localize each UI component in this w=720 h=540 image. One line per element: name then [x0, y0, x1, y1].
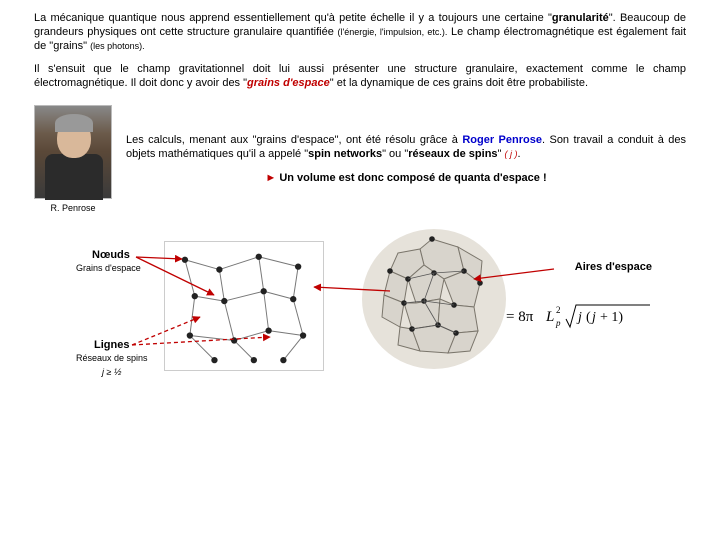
term-reseaux-spins: réseaux de spins — [408, 148, 497, 160]
penrose-portrait — [34, 105, 112, 199]
text: " ou " — [382, 148, 408, 160]
svg-text:j: j — [576, 310, 582, 325]
text: " — [498, 148, 505, 160]
svg-text:p: p — [555, 318, 561, 328]
text: La mécanique quantique nous apprend esse… — [34, 12, 552, 24]
text-small: (les photons). — [90, 41, 145, 51]
diagram-zone: Nœuds Grains d'espace Lignes Réseaux de … — [34, 221, 686, 431]
paragraph-grains: Il s'ensuit que le champ gravitationnel … — [34, 63, 686, 91]
j-condition: j ≥ ½ — [102, 367, 121, 377]
term-grains-espace: grains d'espace — [247, 77, 330, 89]
sublabel-lignes: Réseaux de spins — [76, 353, 148, 363]
text: Les calculs, menant aux "grains d'espace… — [126, 134, 462, 146]
label-noeuds: Nœuds — [92, 249, 130, 261]
penrose-paragraph: Les calculs, menant aux "grains d'espace… — [126, 134, 686, 162]
conclusion-line: ► Un volume est donc composé de quanta d… — [126, 172, 686, 184]
text-small: (l'énergie, l'impulsion, etc.). — [338, 27, 448, 37]
penrose-figure: R. Penrose — [34, 105, 112, 213]
penrose-caption: R. Penrose — [34, 203, 112, 213]
term-spin-networks: spin networks — [308, 148, 382, 160]
paragraph-granularity: La mécanique quantique nous apprend esse… — [34, 12, 686, 53]
penrose-text: Les calculs, menant aux "grains d'espace… — [126, 134, 686, 184]
svg-text:(: ( — [586, 310, 591, 325]
spin-network-diagram — [164, 241, 324, 371]
svg-text:2: 2 — [556, 305, 561, 315]
conclusion-text: Un volume est donc composé de quanta d'e… — [279, 172, 546, 184]
label-lignes: Lignes — [94, 339, 129, 351]
area-formula: A = 8π L 2 p j ( j + 1) — [492, 299, 652, 333]
text: . — [518, 148, 521, 160]
label-aires: Aires d'espace — [575, 261, 652, 273]
triangle-icon: ► — [265, 172, 276, 184]
text: " et la dynamique de ces grains doit êtr… — [330, 77, 588, 89]
svg-text:j: j — [590, 310, 596, 325]
sublabel-noeuds: Grains d'espace — [76, 263, 141, 273]
space-foam-diagram — [354, 221, 514, 376]
symbol-j: ( j ) — [505, 149, 518, 159]
svg-text:+ 1): + 1) — [600, 310, 623, 325]
name-penrose: Roger Penrose — [462, 134, 542, 146]
penrose-section: R. Penrose Les calculs, menant aux "grai… — [34, 105, 686, 213]
svg-text:L: L — [545, 309, 554, 325]
term-granularity: granularité — [552, 12, 609, 24]
